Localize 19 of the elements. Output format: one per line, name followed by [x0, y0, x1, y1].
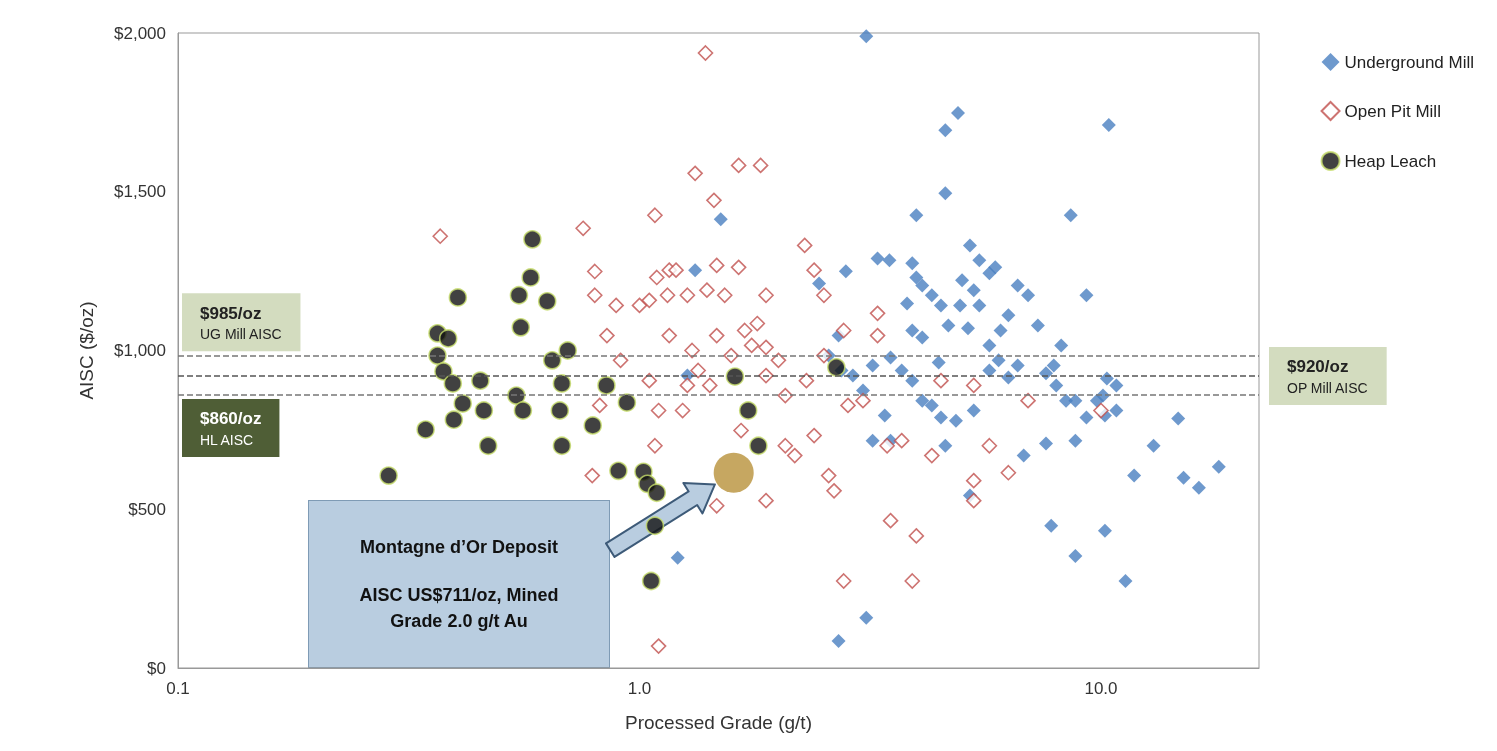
legend-label: Underground Mill [1344, 52, 1474, 72]
y-tick-label: $2,000 [114, 23, 166, 43]
x-axis-title: Processed Grade (g/t) [625, 712, 812, 733]
y-tick-label: $0 [147, 658, 166, 678]
ref-line-label: $920/oz OP Mill AISC [1287, 357, 1368, 396]
x-tick-label: 1.0 [627, 679, 652, 698]
y-tick-label: $500 [128, 499, 166, 519]
y-axis-title: AISC ($/oz) [76, 301, 97, 400]
y-tick-label: $1,500 [114, 182, 166, 202]
legend-label: Heap Leach [1344, 151, 1437, 171]
ref-line-label: $860/oz HL AISC [200, 409, 262, 448]
annotation: AISC US$711/oz, Mined Grade 2.0 g/t Au [358, 583, 560, 633]
x-tick-label: 0.1 [166, 679, 190, 698]
ref-line-label: $985/oz UG Mill AISC [200, 303, 282, 343]
x-tick-label: 10.0 [1084, 679, 1118, 698]
legend-label: Open Pit Mill [1344, 101, 1441, 121]
annotation: Montagne d’Or Deposit [360, 535, 559, 559]
y-tick-label: $1,000 [114, 341, 166, 360]
callout-box: Montagne d’Or Deposit AISC US$711/oz, Mined Grade 2.0 g/t Au [307, 499, 611, 668]
